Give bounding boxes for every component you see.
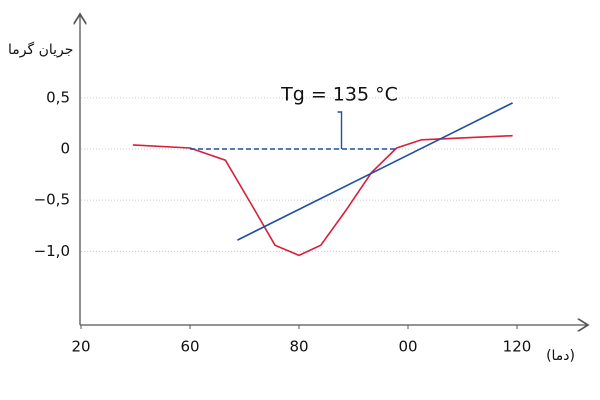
series-line: [132, 134, 513, 257]
y-tick-label: 0,5: [46, 88, 70, 106]
y-tick-label: 0: [60, 139, 70, 157]
x-tick-label: 60: [180, 338, 199, 356]
x-axis-label: (دما): [546, 348, 575, 364]
y-tick-label: −1,0: [34, 242, 70, 260]
x-tick-label: 00: [398, 338, 417, 356]
annotation-marker: [337, 111, 343, 149]
y-tick-label: −0,5: [34, 191, 70, 209]
annotation-text: Tg = 135 °C: [280, 84, 398, 106]
y-axis-label: جریان گرما: [8, 41, 73, 58]
series-line: [237, 102, 513, 241]
x-tick-label: 20: [71, 338, 90, 356]
x-tick-label: 80: [289, 338, 308, 356]
x-tick-label: 120: [503, 338, 532, 356]
